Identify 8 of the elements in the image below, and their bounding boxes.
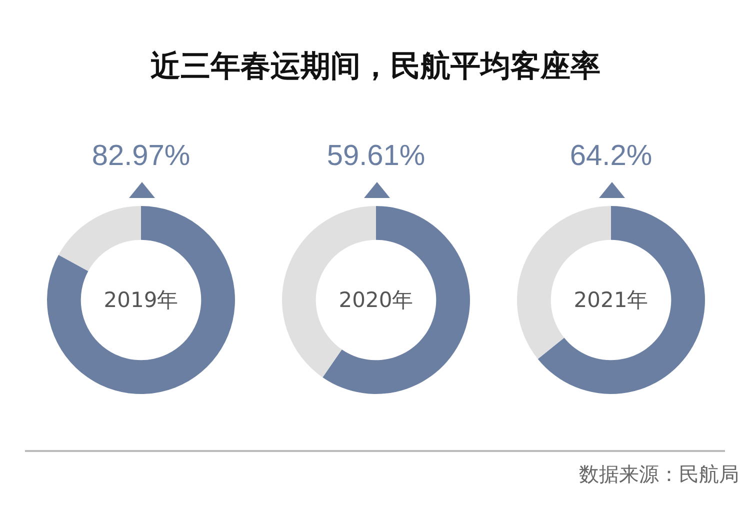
data-label: 82.97% xyxy=(90,140,192,173)
source-note: 数据来源：民航局 xyxy=(579,461,739,488)
text: 2020年 xyxy=(338,287,414,314)
data-label: 64.2% xyxy=(568,140,654,173)
text: 2021年 xyxy=(572,287,650,314)
data-label: 59.61% xyxy=(326,140,426,173)
text: 2019年 xyxy=(102,287,180,314)
text: 近三年春运期间，民航平均客座率 xyxy=(150,48,602,86)
